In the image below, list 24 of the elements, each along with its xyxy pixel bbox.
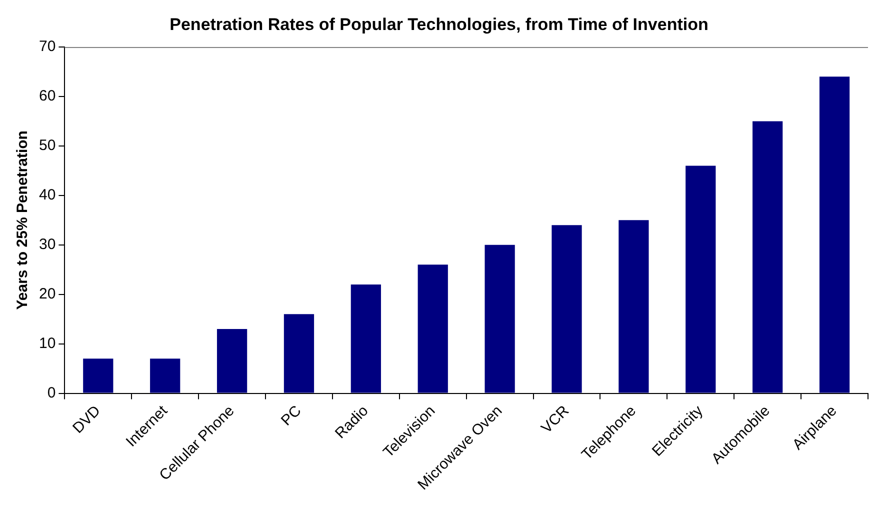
y-tick-label: 0 bbox=[47, 384, 56, 402]
bar bbox=[484, 244, 515, 393]
bar bbox=[618, 220, 649, 393]
y-tick-label: 60 bbox=[38, 88, 56, 105]
x-tick-label: VCR bbox=[538, 402, 573, 437]
bar bbox=[83, 358, 114, 393]
y-tick-label: 40 bbox=[38, 186, 56, 204]
y-axis-title: Years to 25% Penetration bbox=[14, 130, 32, 310]
bar bbox=[819, 76, 850, 393]
bar bbox=[216, 328, 248, 393]
bar bbox=[418, 264, 448, 393]
bar bbox=[150, 358, 180, 393]
bar bbox=[284, 314, 314, 393]
chart-title: Penetration Rates of Popular Technologies, from Time of Invention bbox=[168, 14, 710, 35]
bar bbox=[350, 284, 381, 393]
y-tick-label: 30 bbox=[38, 236, 56, 254]
y-tick-label: 50 bbox=[38, 137, 56, 154]
bar bbox=[752, 121, 783, 393]
x-tick-label: PC bbox=[278, 402, 305, 430]
y-tick-label: 10 bbox=[38, 334, 56, 352]
bar bbox=[686, 166, 716, 393]
y-tick-label: 20 bbox=[38, 285, 56, 302]
y-tick-label: 70 bbox=[38, 38, 56, 56]
bar bbox=[552, 225, 582, 393]
